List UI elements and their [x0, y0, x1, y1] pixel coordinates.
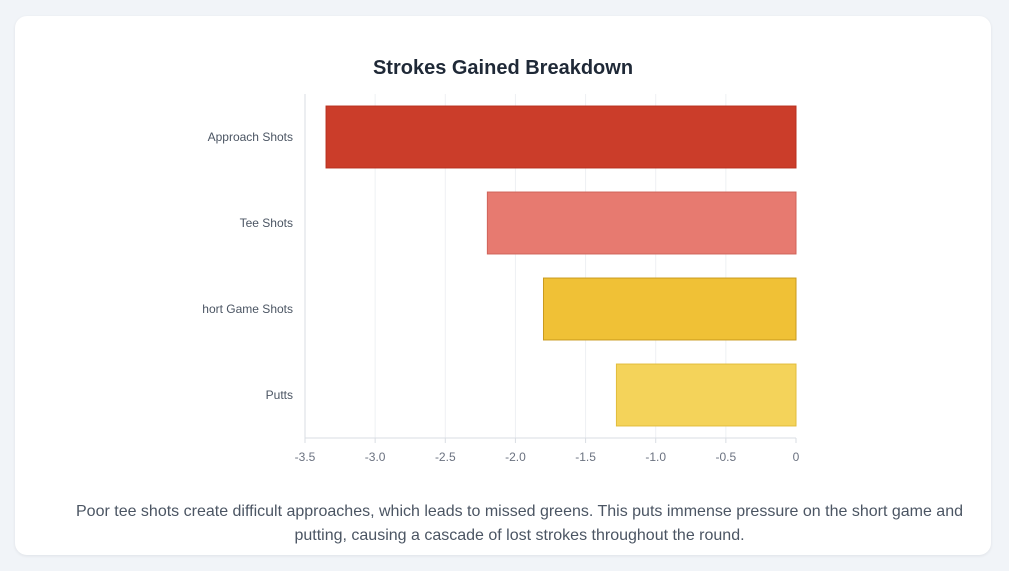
x-tick-label: -2.0: [505, 450, 526, 464]
chart-caption: Poor tee shots create difficult approach…: [76, 503, 963, 544]
x-tick-label: -3.5: [295, 450, 316, 464]
y-category-label: Putts: [266, 388, 293, 402]
chart-title: Strokes Gained Breakdown: [372, 57, 634, 79]
bar: [615, 363, 797, 427]
x-tick-label: -1.0: [645, 450, 666, 464]
bar: [542, 277, 797, 341]
y-category-label: Tee Shots: [240, 216, 293, 230]
x-tick-label: -1.5: [575, 450, 596, 464]
x-tick-label: -0.5: [716, 450, 737, 464]
x-tick-label: 0: [793, 450, 800, 464]
bar: [325, 105, 797, 169]
y-category-label: Approach Shots: [208, 130, 293, 144]
x-tick-label: -3.0: [365, 450, 386, 464]
y-category-label: Short Game Shots: [194, 302, 293, 316]
bar: [486, 191, 797, 255]
x-tick-label: -2.5: [435, 450, 456, 464]
